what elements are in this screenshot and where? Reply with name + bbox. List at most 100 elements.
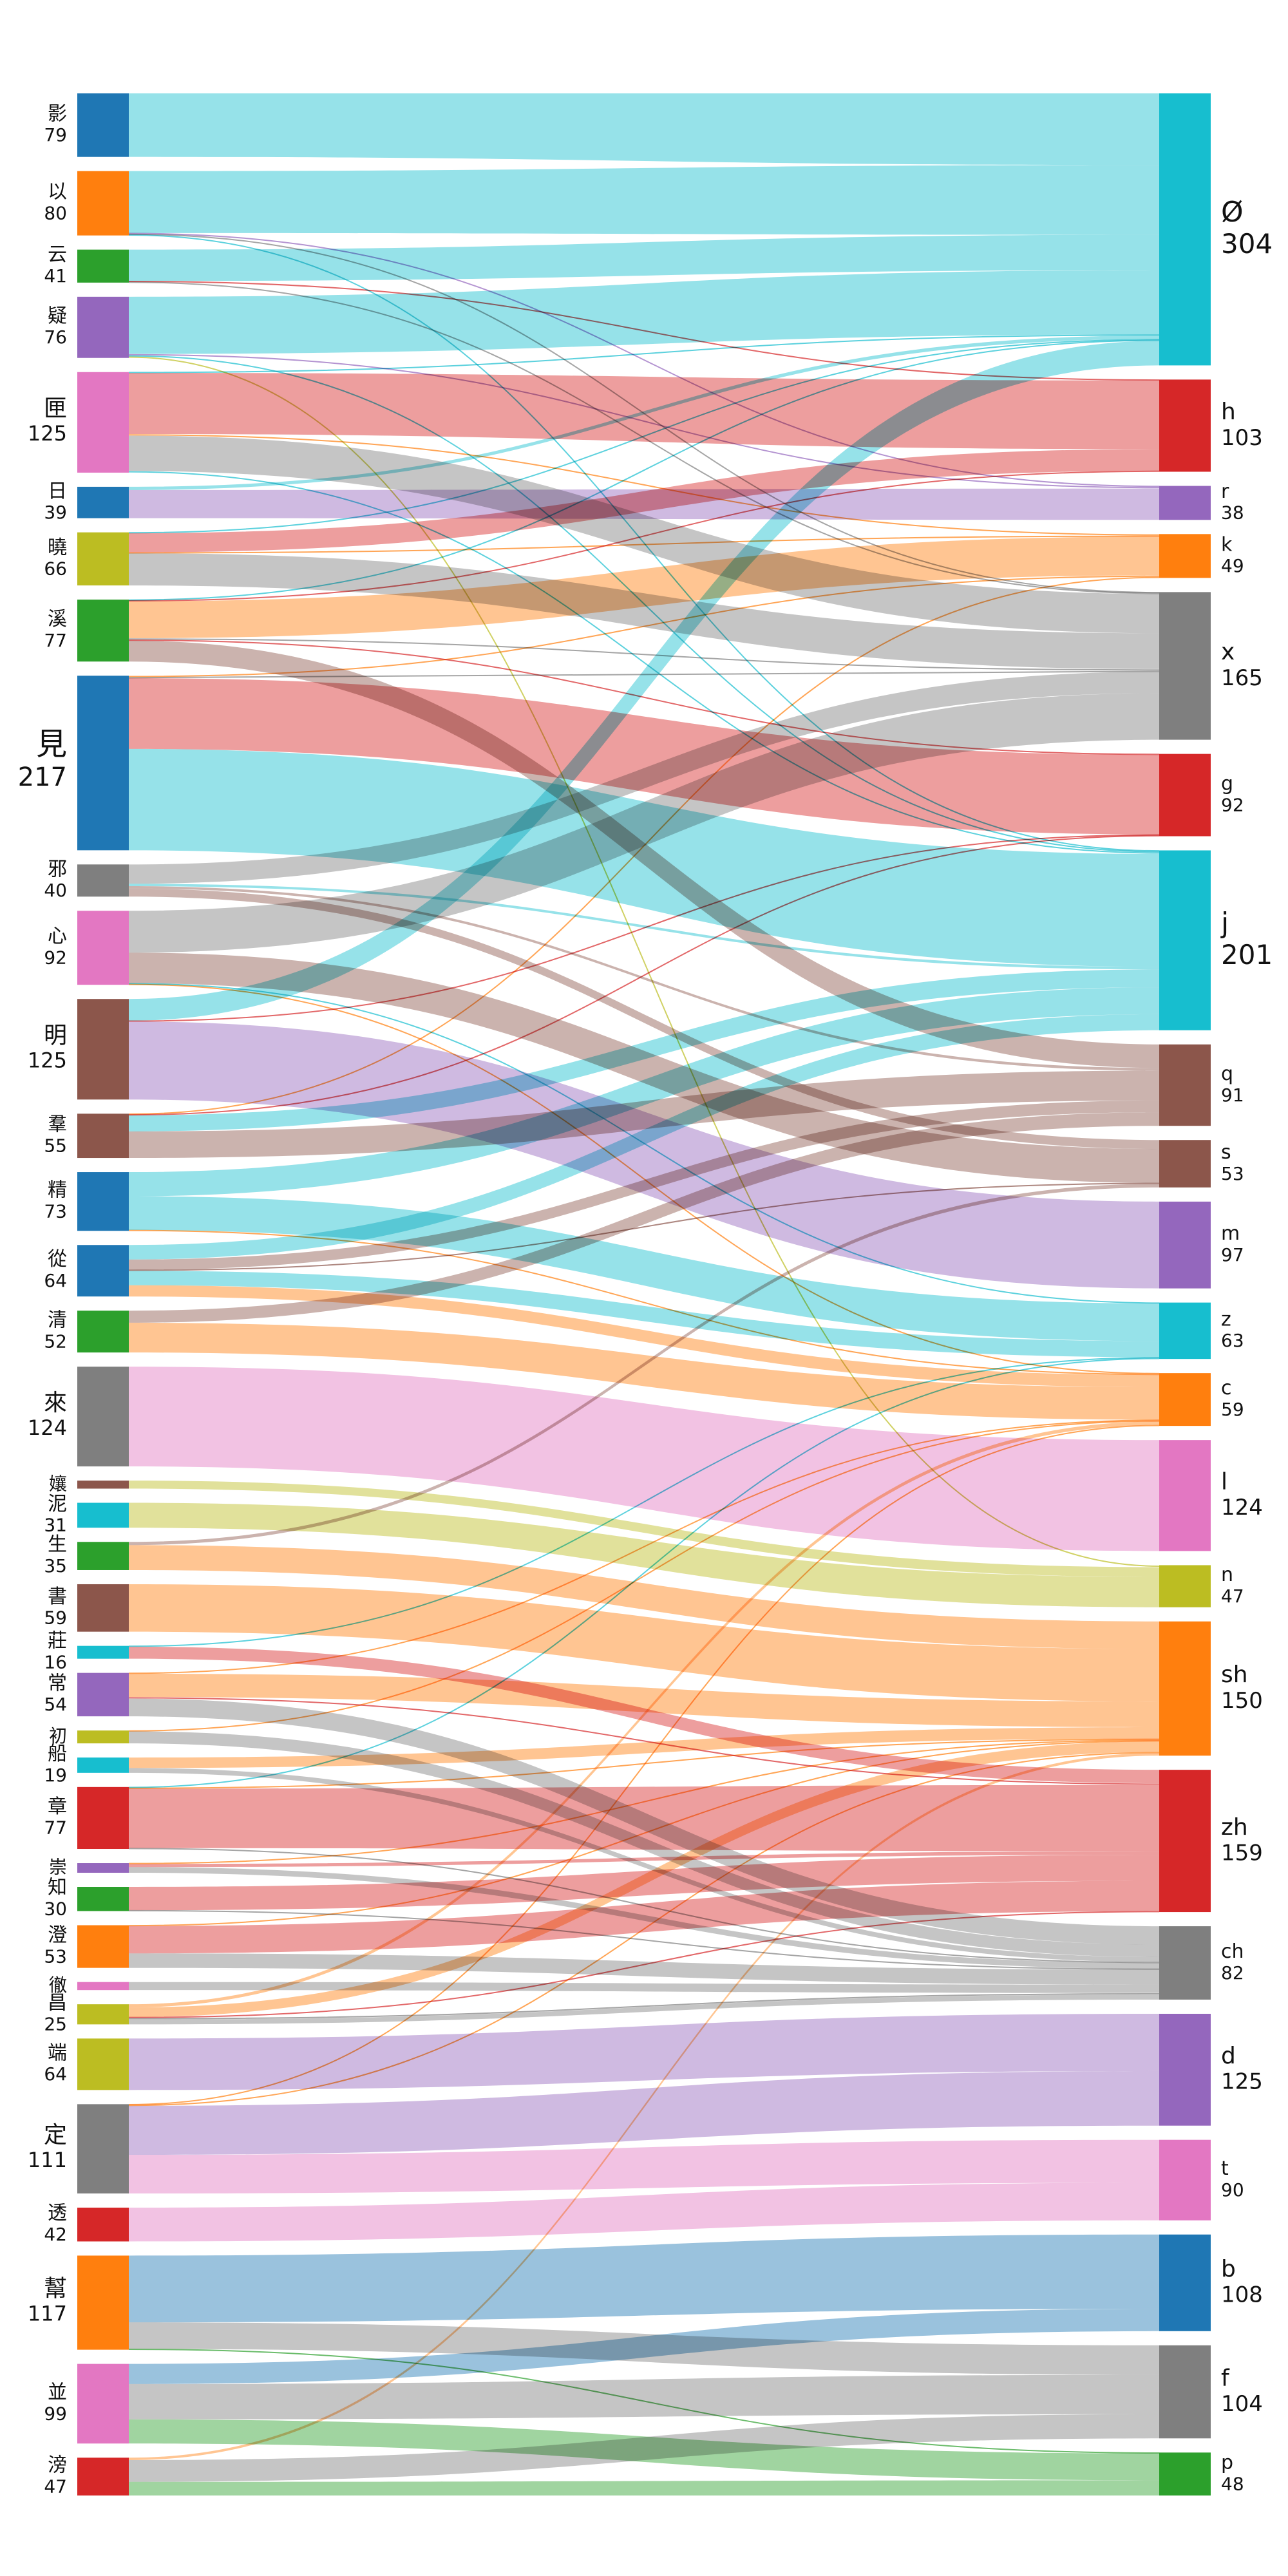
left-label-匣: 匣 xyxy=(44,395,67,422)
right-node-n xyxy=(1159,1565,1211,1607)
link-邪-to-x xyxy=(129,672,1159,884)
right-label-d: d xyxy=(1221,2043,1236,2069)
right-label-l: l xyxy=(1221,1468,1227,1495)
link-崇-to-sh xyxy=(128,1739,1160,1864)
link-從-to-s xyxy=(128,1182,1160,1271)
link-常-to-sh xyxy=(129,1673,1159,1727)
link-章-to-sh xyxy=(128,1738,1160,1789)
right-node-s xyxy=(1159,1140,1211,1188)
left-label-精: 精 xyxy=(48,1179,67,1202)
left-label-章: 章 xyxy=(48,1795,67,1818)
left-label-船: 船 xyxy=(48,1743,67,1765)
left-value-澄: 53 xyxy=(44,1946,67,1967)
left-value-日: 39 xyxy=(44,502,67,523)
link-溪-to-x xyxy=(128,638,1160,671)
right-label-ch: ch xyxy=(1221,1940,1244,1963)
right-value-q: 91 xyxy=(1221,1084,1244,1106)
link-邪-to-j xyxy=(129,884,1159,970)
right-value-k: 49 xyxy=(1221,555,1244,576)
right-value-b: 108 xyxy=(1221,2282,1263,2308)
left-label-以: 以 xyxy=(48,181,67,204)
left-node-疑 xyxy=(77,296,129,358)
right-value-h: 103 xyxy=(1221,425,1263,451)
left-value-清: 52 xyxy=(44,1331,67,1352)
link-滂-to-f xyxy=(129,2414,1159,2482)
left-node-溪 xyxy=(77,600,129,662)
link-滂-to-p xyxy=(129,2480,1159,2496)
right-label-x: x xyxy=(1221,639,1235,665)
right-label-n: n xyxy=(1221,1564,1233,1586)
left-value-邪: 40 xyxy=(44,880,67,901)
right-label-q: q xyxy=(1221,1063,1233,1085)
link-幫-to-b xyxy=(129,2234,1159,2323)
right-value-s: 53 xyxy=(1221,1163,1244,1184)
left-value-昌: 25 xyxy=(44,2014,67,2035)
right-label-g: g xyxy=(1221,773,1233,795)
link-心-to-s xyxy=(129,952,1159,1183)
link-昌-to-ch xyxy=(128,1993,1160,2020)
right-label-Ø: Ø xyxy=(1221,196,1244,229)
left-label-端: 端 xyxy=(48,2041,67,2064)
link-匣-to-x xyxy=(129,435,1159,634)
right-value-l: 124 xyxy=(1221,1495,1263,1520)
link-云-to-Ø xyxy=(129,234,1159,281)
right-node-Ø xyxy=(1159,93,1211,366)
right-value-c: 59 xyxy=(1221,1399,1244,1420)
left-node-常 xyxy=(77,1672,129,1717)
right-value-m: 97 xyxy=(1221,1244,1244,1265)
left-value-疑: 76 xyxy=(44,327,67,348)
link-見-to-k xyxy=(128,575,1160,677)
right-value-n: 47 xyxy=(1221,1586,1244,1607)
left-label-初: 初 xyxy=(49,1725,67,1747)
right-node-r xyxy=(1159,486,1211,520)
link-日-to-Ø xyxy=(129,335,1159,490)
left-label-滂: 滂 xyxy=(48,2454,67,2477)
right-node-l xyxy=(1159,1440,1211,1551)
link-清-to-c xyxy=(129,1322,1159,1420)
right-value-z: 63 xyxy=(1221,1330,1244,1351)
link-章-to-zh xyxy=(129,1785,1159,1852)
right-node-zh xyxy=(1159,1770,1211,1913)
left-node-曉 xyxy=(77,532,129,586)
left-value-幫: 117 xyxy=(28,2302,67,2326)
link-昌-to-ch xyxy=(129,1994,1159,2025)
link-溪-to-h xyxy=(128,470,1160,601)
left-label-並: 並 xyxy=(48,2381,67,2403)
link-定-to-t xyxy=(129,2139,1159,2194)
left-label-知: 知 xyxy=(48,1877,67,1899)
right-value-j: 201 xyxy=(1221,939,1273,971)
right-node-j xyxy=(1159,850,1211,1030)
left-node-來 xyxy=(77,1367,129,1467)
right-node-b xyxy=(1159,2234,1211,2331)
link-匣-to-k xyxy=(128,434,1160,536)
right-label-k: k xyxy=(1221,533,1233,556)
right-value-t: 90 xyxy=(1221,2179,1244,2201)
link-從-to-c xyxy=(129,1285,1159,1388)
link-曉-to-x xyxy=(129,553,1159,669)
left-label-明: 明 xyxy=(44,1022,67,1048)
link-常-to-zh xyxy=(128,1697,1160,1785)
left-label-常: 常 xyxy=(48,1672,67,1694)
left-label-定: 定 xyxy=(44,2122,67,2148)
left-value-常: 54 xyxy=(44,1694,67,1715)
link-以-to-Ø xyxy=(129,165,1159,235)
left-label-澄: 澄 xyxy=(48,1924,67,1947)
left-node-明 xyxy=(77,999,129,1100)
link-澄-to-sh xyxy=(128,1740,1160,1927)
right-value-ch: 82 xyxy=(1221,1962,1244,1984)
left-node-泥 xyxy=(77,1502,129,1528)
left-node-書 xyxy=(77,1584,129,1632)
link-明-to-g xyxy=(128,834,1160,1022)
left-label-生: 生 xyxy=(48,1533,67,1556)
left-value-見: 217 xyxy=(18,762,67,792)
left-node-莊 xyxy=(77,1645,129,1659)
left-node-並 xyxy=(77,2363,129,2444)
right-value-zh: 159 xyxy=(1221,1841,1263,1866)
left-label-書: 書 xyxy=(48,1586,67,1608)
left-label-幫: 幫 xyxy=(44,2276,67,2302)
link-澄-to-zh xyxy=(129,1880,1159,1954)
left-node-生 xyxy=(77,1542,129,1570)
link-來-to-l xyxy=(129,1367,1159,1551)
link-清-to-q xyxy=(129,1112,1159,1323)
